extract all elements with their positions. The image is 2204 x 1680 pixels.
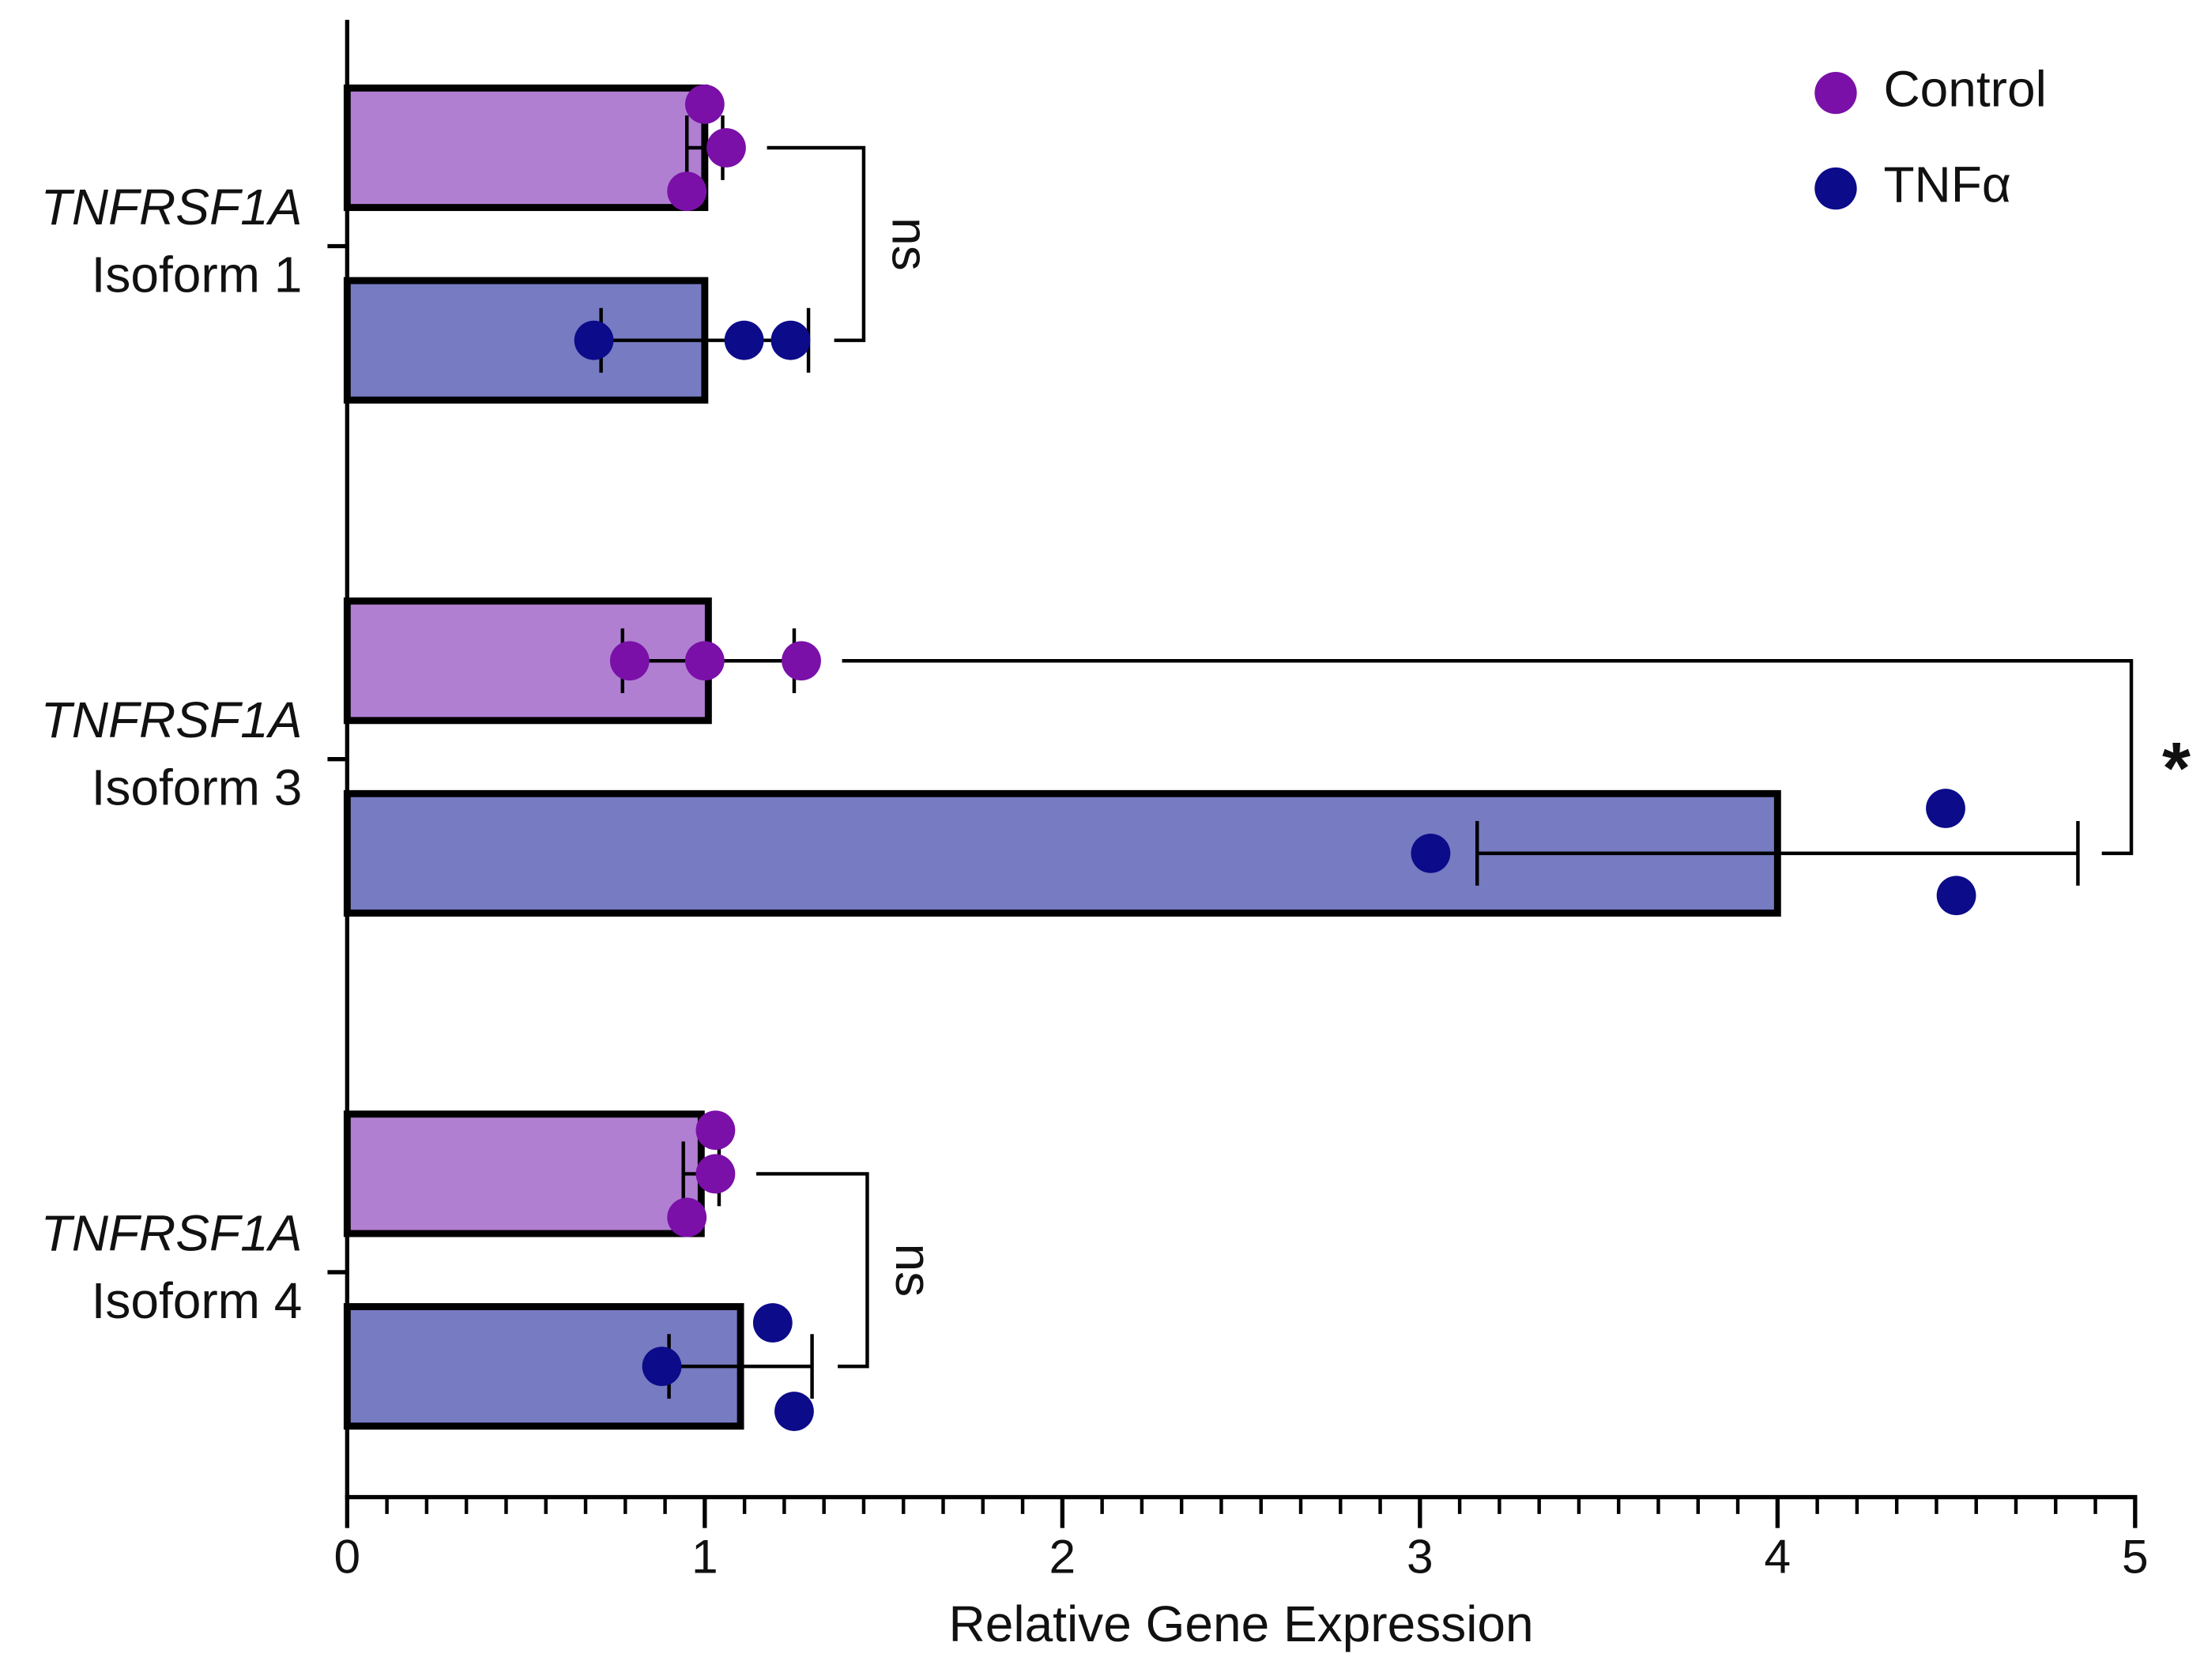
data-point bbox=[695, 1154, 736, 1194]
data-point bbox=[667, 1197, 707, 1237]
category-gene: TNFRSF1A bbox=[41, 179, 303, 235]
data-point bbox=[782, 641, 821, 681]
legend-marker bbox=[1814, 167, 1857, 210]
data-point bbox=[667, 171, 707, 212]
significance-bracket bbox=[755, 1172, 869, 1369]
legend-label: TNFα bbox=[1883, 156, 2010, 213]
data-point bbox=[774, 1392, 814, 1431]
x-tick-label: 4 bbox=[1765, 1530, 1791, 1584]
data-point bbox=[695, 1110, 736, 1151]
data-point bbox=[684, 84, 725, 124]
category-gene: TNFRSF1A bbox=[41, 1204, 303, 1261]
data-point bbox=[1936, 876, 1976, 916]
significance-label: ns bbox=[881, 217, 938, 271]
data-point bbox=[706, 128, 746, 168]
data-point bbox=[724, 320, 764, 360]
category-label: Isoform 4 bbox=[92, 1272, 303, 1329]
x-axis-label: Relative Gene Expression bbox=[949, 1595, 1534, 1652]
bar bbox=[343, 1110, 705, 1237]
significance-label: ns bbox=[885, 1243, 942, 1297]
x-tick-label: 5 bbox=[2122, 1530, 2149, 1584]
data-point bbox=[1926, 789, 1965, 828]
bar bbox=[343, 84, 709, 212]
category-label: Isoform 1 bbox=[92, 246, 303, 303]
legend-marker bbox=[1814, 71, 1857, 115]
data-point bbox=[752, 1303, 793, 1343]
data-point bbox=[1411, 833, 1451, 873]
data-point bbox=[684, 641, 725, 681]
data-point bbox=[609, 641, 650, 681]
data-point bbox=[770, 320, 811, 360]
data-point bbox=[642, 1347, 682, 1387]
x-tick-label: 0 bbox=[334, 1530, 361, 1584]
category-gene: TNFRSF1A bbox=[41, 691, 303, 748]
legend-label: Control bbox=[1883, 61, 2046, 118]
x-tick-label: 3 bbox=[1407, 1530, 1434, 1584]
significance-bracket bbox=[842, 658, 2134, 856]
significance-label: * bbox=[2162, 727, 2191, 809]
significance-bracket bbox=[767, 145, 866, 342]
data-point bbox=[574, 320, 614, 360]
x-tick-label: 2 bbox=[1049, 1530, 1076, 1584]
category-label: Isoform 3 bbox=[92, 759, 303, 816]
x-tick-label: 1 bbox=[691, 1530, 718, 1584]
